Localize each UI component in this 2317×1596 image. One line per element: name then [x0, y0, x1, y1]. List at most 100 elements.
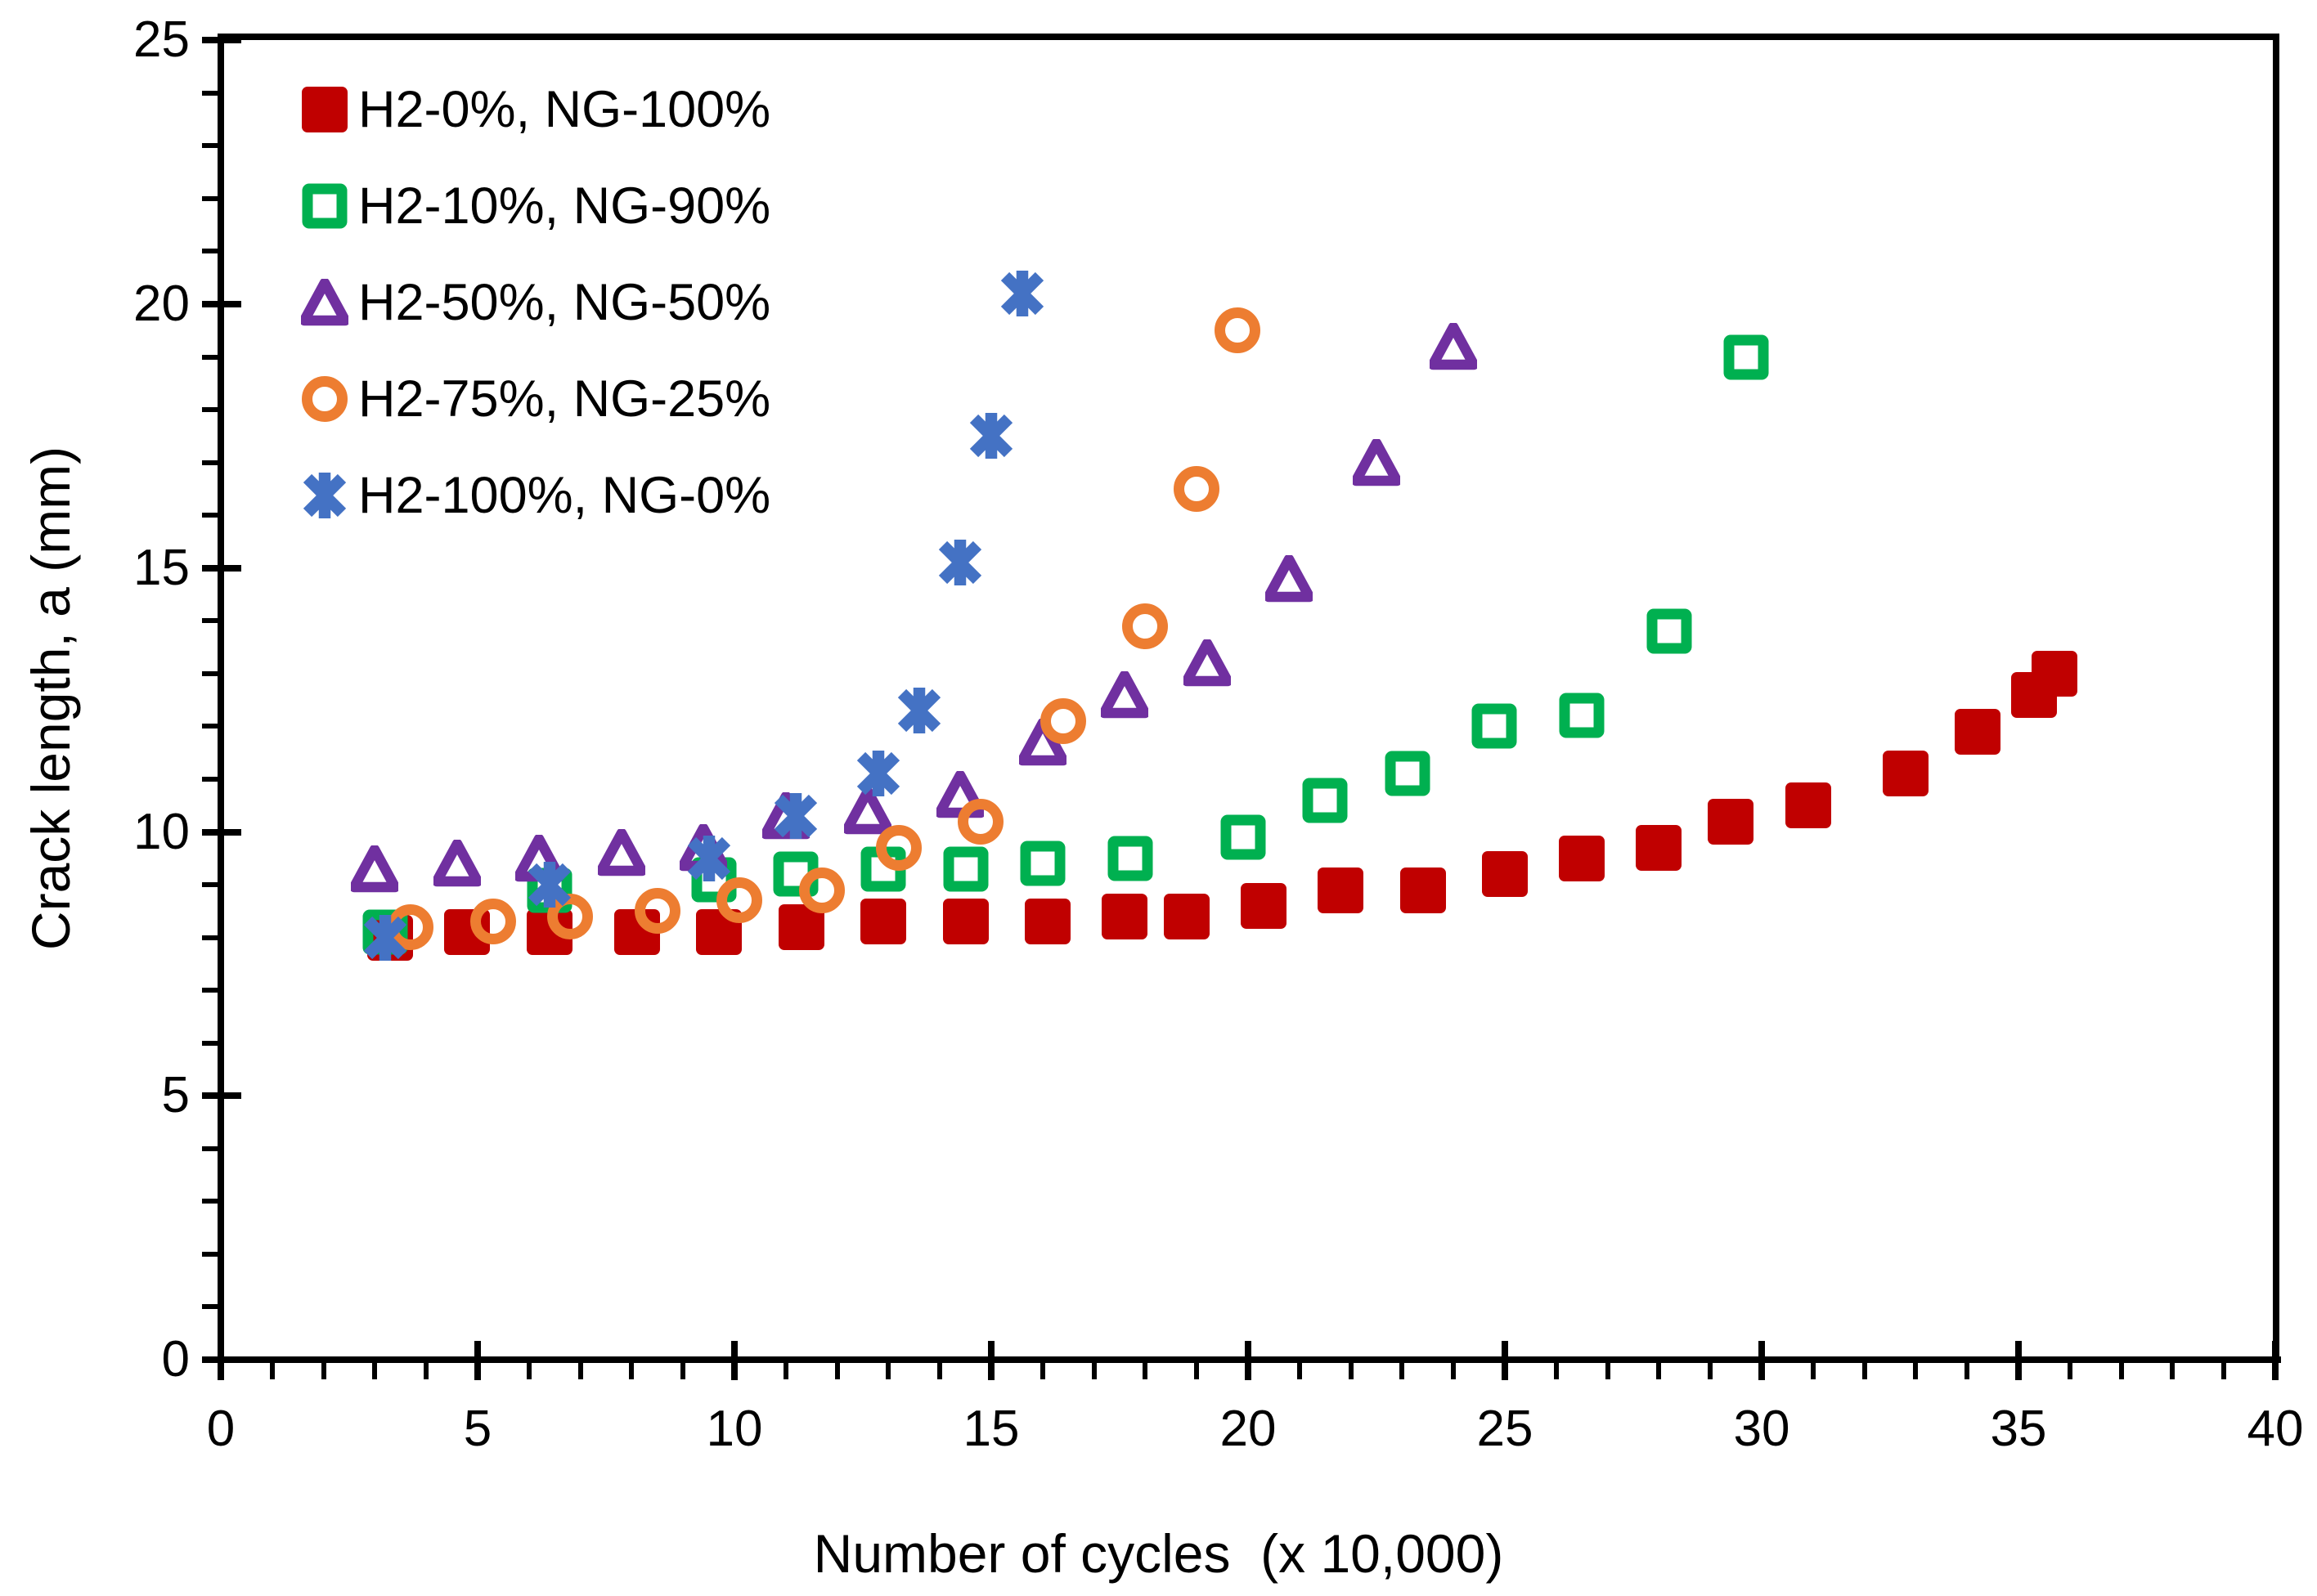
- y-major-tick: [202, 1092, 241, 1100]
- legend-item: H2-10%, NG-90%: [301, 158, 770, 254]
- data-point-open-circle: [634, 887, 681, 935]
- x-minor-tick: [783, 1360, 788, 1379]
- data-point-filled-square: [1785, 782, 1832, 829]
- data-point-open-square: [1219, 814, 1267, 861]
- y-tick-label: 15: [133, 539, 190, 596]
- x-minor-tick: [1810, 1360, 1816, 1379]
- data-point-open-circle: [1040, 697, 1087, 745]
- data-point-asterisk: [772, 792, 819, 840]
- x-minor-tick: [2170, 1360, 2176, 1379]
- x-minor-tick: [1451, 1360, 1457, 1379]
- x-minor-tick: [424, 1360, 429, 1379]
- data-point-filled-square: [942, 898, 990, 945]
- data-point-filled-square: [1024, 898, 1071, 945]
- x-minor-tick: [680, 1360, 686, 1379]
- data-point-open-circle: [957, 798, 1004, 845]
- x-tick-label: 40: [2247, 1401, 2304, 1457]
- data-point-open-square: [1646, 607, 1693, 655]
- y-axis-title: Crack length, a (mm): [20, 446, 81, 951]
- data-point-filled-square: [1399, 867, 1447, 914]
- y-major-tick: [202, 828, 241, 836]
- data-point-open-circle: [875, 824, 923, 872]
- data-point-open-triangle: [433, 840, 481, 887]
- x-minor-tick: [372, 1360, 378, 1379]
- data-point-open-square: [1301, 777, 1349, 824]
- y-major-tick: [202, 37, 241, 44]
- data-point-open-triangle: [1353, 438, 1400, 486]
- x-minor-tick: [834, 1360, 840, 1379]
- data-point-open-triangle: [1430, 322, 1478, 370]
- y-major-tick: [202, 301, 241, 307]
- x-axis-line: [203, 1356, 2281, 1363]
- data-point-open-circle: [546, 893, 594, 940]
- data-point-open-square: [942, 845, 990, 893]
- x-minor-tick: [1348, 1360, 1354, 1379]
- y-minor-tick: [202, 618, 221, 624]
- x-minor-tick: [1913, 1360, 1919, 1379]
- y-major-tick: [202, 564, 241, 572]
- data-point-filled-square: [1163, 893, 1210, 940]
- y-minor-tick: [202, 460, 221, 465]
- y-axis-line: [218, 37, 224, 1363]
- x-axis-title: Number of cycles (x 10,000): [813, 1523, 1504, 1584]
- x-major-tick: [474, 1341, 481, 1380]
- data-point-filled-square: [1317, 867, 1364, 914]
- y-minor-tick: [202, 776, 221, 782]
- open-triangle-legend-icon: [301, 279, 348, 326]
- data-point-filled-square: [1481, 850, 1529, 898]
- data-point-filled-square: [860, 898, 907, 945]
- legend-label: H2-0%, NG-100%: [358, 81, 771, 138]
- x-minor-tick: [1296, 1360, 1302, 1379]
- x-major-tick: [2272, 1341, 2279, 1380]
- x-major-tick: [1502, 1341, 1508, 1380]
- y-minor-tick: [202, 407, 221, 413]
- x-minor-tick: [1708, 1360, 1713, 1379]
- x-tick-label: 10: [706, 1401, 763, 1457]
- x-minor-tick: [1553, 1360, 1559, 1379]
- x-minor-tick: [937, 1360, 943, 1379]
- x-minor-tick: [269, 1360, 275, 1379]
- plot-top-border: [218, 34, 2279, 40]
- x-minor-tick: [1040, 1360, 1045, 1379]
- data-point-filled-square: [1101, 893, 1148, 940]
- legend-label: H2-10%, NG-90%: [358, 177, 771, 235]
- data-point-open-circle: [1214, 307, 1261, 354]
- data-point-asterisk: [685, 835, 733, 882]
- data-point-filled-square: [778, 903, 825, 951]
- y-minor-tick: [202, 935, 221, 940]
- x-minor-tick: [2221, 1360, 2227, 1379]
- x-minor-tick: [1143, 1360, 1148, 1379]
- x-tick-label: 25: [1476, 1401, 1533, 1457]
- data-point-asterisk: [855, 750, 902, 797]
- data-point-asterisk: [999, 270, 1046, 317]
- x-tick-label: 30: [1733, 1401, 1790, 1457]
- data-point-open-circle: [1173, 465, 1220, 513]
- x-major-tick: [731, 1341, 738, 1380]
- data-point-open-triangle: [1183, 639, 1231, 687]
- data-point-open-circle: [798, 867, 846, 914]
- y-minor-tick: [202, 354, 221, 360]
- x-major-tick: [1245, 1341, 1251, 1380]
- open-circle-legend-icon: [301, 375, 348, 423]
- x-tick-label: 15: [963, 1401, 1020, 1457]
- plot-right-border: [2273, 34, 2279, 1363]
- y-minor-tick: [202, 1304, 221, 1310]
- data-point-open-square: [1107, 835, 1154, 882]
- legend-label: H2-50%, NG-50%: [358, 274, 771, 331]
- y-minor-tick: [202, 195, 221, 201]
- data-point-filled-square: [1558, 835, 1605, 882]
- data-point-open-triangle: [351, 845, 399, 893]
- y-tick-label: 5: [161, 1067, 190, 1124]
- data-point-open-triangle: [1101, 670, 1149, 719]
- y-minor-tick: [202, 724, 221, 729]
- y-minor-tick: [202, 1251, 221, 1257]
- data-point-filled-square: [2031, 650, 2078, 697]
- data-point-open-circle: [1121, 603, 1169, 650]
- y-minor-tick: [202, 882, 221, 888]
- y-tick-label: 0: [161, 1331, 190, 1388]
- x-major-tick: [2015, 1341, 2022, 1380]
- x-minor-tick: [1399, 1360, 1405, 1379]
- x-major-tick: [1758, 1341, 1765, 1380]
- y-minor-tick: [202, 670, 221, 676]
- x-minor-tick: [886, 1360, 891, 1379]
